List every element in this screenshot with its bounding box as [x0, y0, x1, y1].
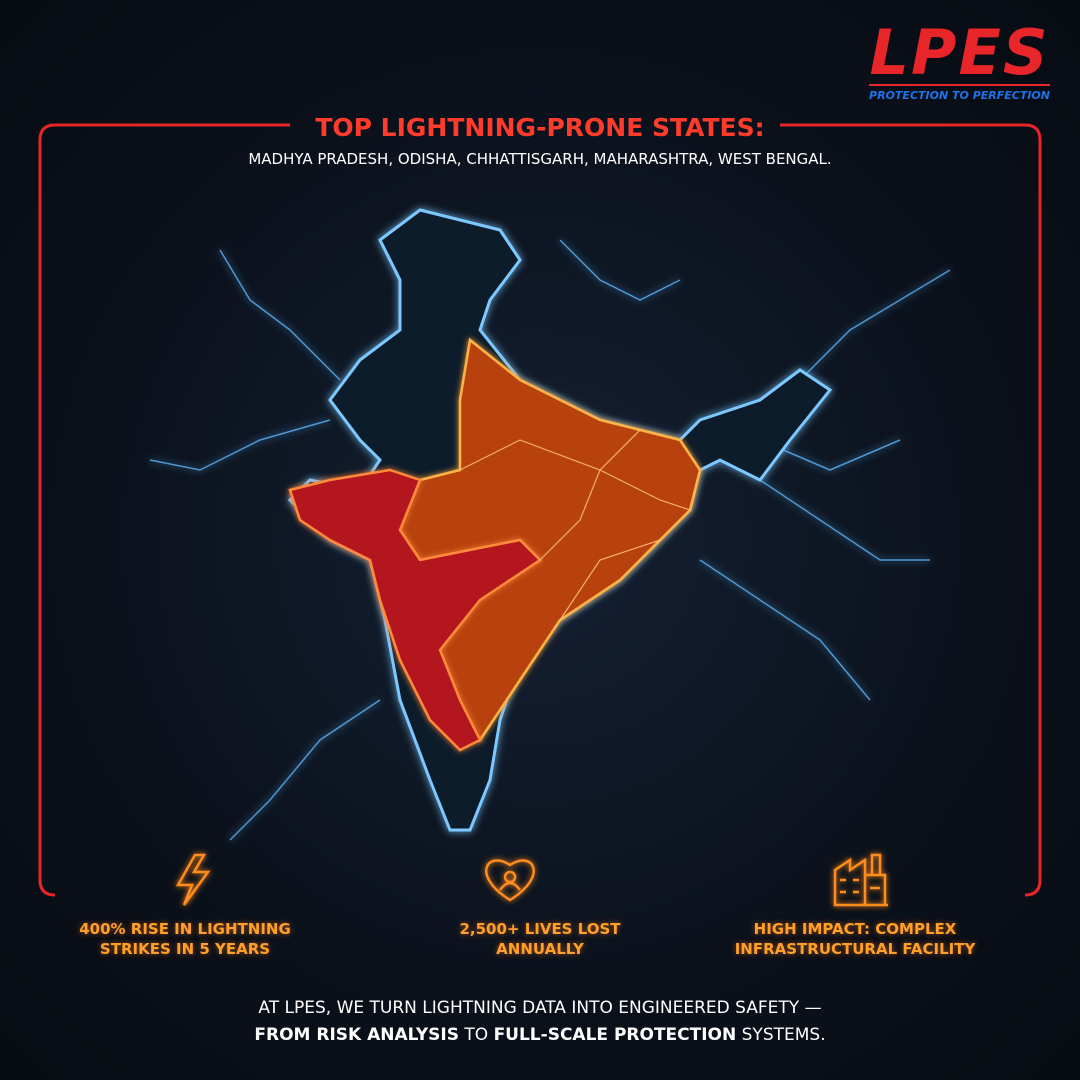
- stat: HIGH IMPACT: COMPLEX INFRASTRUCTURAL FACI…: [690, 920, 1020, 959]
- stat-line: 2,500+ LIVES LOST: [459, 920, 621, 938]
- red-region: [288, 468, 542, 752]
- subtitle: MADHYA PRADESH, ODISHA, CHHATTISGARH, MA…: [248, 150, 832, 168]
- footer-segment: TO: [458, 1025, 494, 1046]
- bolt-icon: [175, 853, 211, 906]
- logo-tagline: PROTECTION TO PERFECTION: [869, 84, 1050, 102]
- stat-line: ANNUALLY: [496, 939, 584, 958]
- footer-segment: FULL-SCALE PROTECTION: [493, 1025, 737, 1046]
- stat-line: 400% RISE IN LIGHTNING: [79, 920, 291, 938]
- stat: 400% RISE IN LIGHTNING STRIKES IN 5 YEARS: [20, 920, 350, 959]
- state-borders: [459, 429, 691, 621]
- stat-line: STRIKES IN 5 YEARS: [99, 939, 271, 958]
- heart-icon: [485, 859, 535, 902]
- footer-line: AT LPES, WE TURN LIGHTNING DATA INTO ENG…: [258, 998, 822, 1018]
- stat: 2,500+ LIVES LOST ANNUALLY: [375, 920, 705, 959]
- footer-segment: SYSTEMS.: [736, 1025, 826, 1046]
- footer-segment: FROM RISK ANALYSIS: [254, 1025, 459, 1046]
- icons: [175, 853, 888, 907]
- factory-icon: [833, 853, 888, 907]
- frame: [38, 123, 1042, 897]
- footer: AT LPES, WE TURN LIGHTNING DATA INTO ENG…: [0, 995, 1080, 1049]
- title: TOP LIGHTNING-PRONE STATES:: [315, 113, 765, 142]
- footer-line: FROM RISK ANALYSIS TO FULL-SCALE PROTECT…: [0, 1022, 1080, 1049]
- stat-line: INFRASTRUCTURAL FACILITY: [734, 939, 976, 958]
- stat-line: HIGH IMPACT: COMPLEX: [753, 920, 957, 938]
- logo: LPES PROTECTION TO PERFECTION: [869, 22, 1050, 102]
- lightning: [149, 239, 951, 841]
- logo-name: LPES: [869, 16, 1050, 89]
